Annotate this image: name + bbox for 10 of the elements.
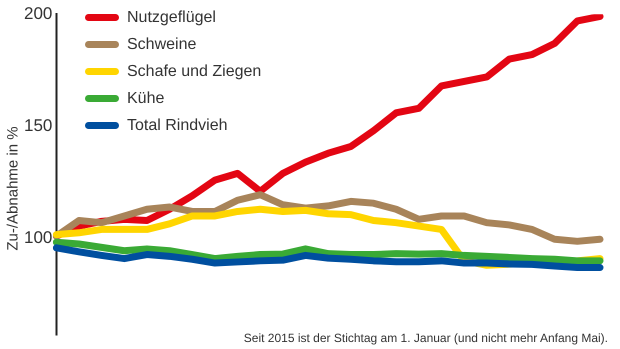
legend-label: Nutzgeflügel [127,8,216,26]
y-tick-label: 200 [24,4,52,23]
y-tick-label: 100 [24,228,52,248]
y-tick-label: 150 [24,116,52,135]
y-axis-title: Zu-/Abnahme in % [4,125,22,253]
annotation: Seit 2015 ist der Stichtag am 1. Januar (und nicht mehr Anfang Mai). [244,331,608,345]
legend-label: Kühe [127,90,164,108]
legend-label: Total Rindvieh [127,116,228,134]
legend-label: Schweine [127,36,196,54]
legend-label: Schafe und Ziegen [127,62,262,80]
